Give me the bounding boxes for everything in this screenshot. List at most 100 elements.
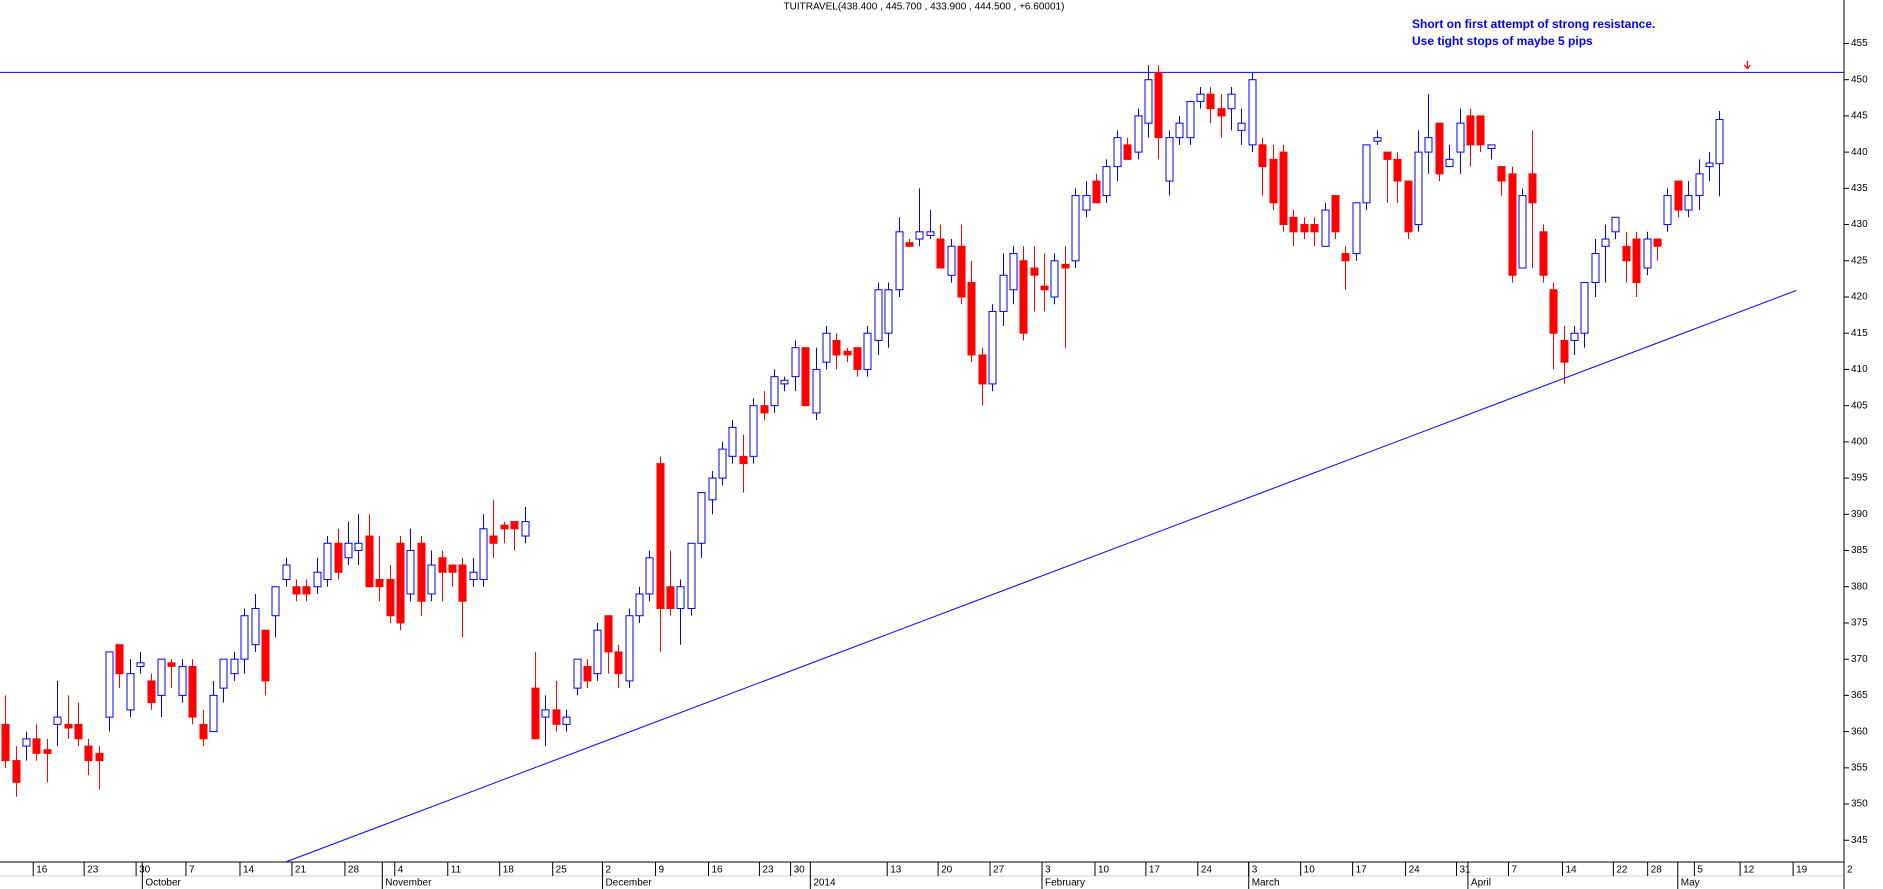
candle-body bbox=[438, 557, 447, 573]
candle-body bbox=[313, 571, 322, 588]
candle-body bbox=[344, 542, 353, 559]
candle-body bbox=[1165, 137, 1174, 182]
y-tick-label: 410 bbox=[1851, 364, 1868, 375]
month-label: 2014 bbox=[813, 878, 836, 889]
y-tick-label: 360 bbox=[1851, 726, 1868, 737]
candle-body bbox=[1196, 93, 1205, 102]
candle-body bbox=[1653, 238, 1662, 247]
x-tick-label: 2 bbox=[1847, 865, 1853, 876]
candle-body bbox=[853, 347, 862, 370]
candle-body bbox=[43, 749, 52, 754]
arrow-marker bbox=[1743, 60, 1751, 70]
x-tick-label: 28 bbox=[348, 865, 360, 876]
x-tick-label: 13 bbox=[890, 865, 902, 876]
candle-body bbox=[957, 245, 966, 298]
candle-body bbox=[199, 723, 208, 740]
candle-body bbox=[115, 644, 124, 675]
y-tick-label: 445 bbox=[1851, 111, 1868, 122]
candle-body bbox=[718, 448, 727, 479]
y-tick-label: 385 bbox=[1851, 545, 1868, 556]
candle-body bbox=[999, 274, 1008, 312]
candle-body bbox=[583, 665, 592, 682]
x-tick-label: 7 bbox=[1511, 865, 1517, 876]
x-tick-label: 3 bbox=[1045, 865, 1051, 876]
y-tick-label: 375 bbox=[1851, 618, 1868, 629]
candle-body bbox=[375, 578, 384, 588]
candle-body bbox=[136, 662, 145, 667]
candle-body bbox=[334, 542, 343, 573]
y-tick-label: 405 bbox=[1851, 400, 1868, 411]
x-tick-label: 11 bbox=[451, 865, 462, 876]
candle-body bbox=[645, 557, 654, 595]
annotation: Short on first attempt of strong resista… bbox=[1412, 17, 1655, 31]
candle-body bbox=[282, 564, 291, 580]
candle-body bbox=[147, 680, 156, 704]
candle-body bbox=[676, 586, 685, 609]
y-tick-label: 440 bbox=[1851, 147, 1868, 158]
candle-body bbox=[947, 245, 956, 276]
candle-body bbox=[1622, 245, 1631, 262]
candle-body bbox=[1248, 79, 1257, 146]
candle-body bbox=[22, 738, 31, 747]
candle-body bbox=[531, 687, 540, 740]
candle-body bbox=[1102, 166, 1111, 197]
candle-body bbox=[1674, 180, 1683, 211]
candle-body bbox=[354, 542, 363, 552]
candle-body bbox=[936, 238, 945, 269]
x-tick-label: 5 bbox=[1697, 865, 1703, 876]
y-tick-label: 370 bbox=[1851, 654, 1868, 665]
month-label: March bbox=[1252, 878, 1280, 889]
x-tick-label: 16 bbox=[712, 865, 724, 876]
candle-body bbox=[780, 379, 789, 385]
candle-body bbox=[1237, 122, 1246, 131]
x-tick-label: 17 bbox=[1356, 865, 1368, 876]
candle-body bbox=[32, 738, 41, 754]
candle-body bbox=[1352, 202, 1361, 255]
x-tick-label: 9 bbox=[659, 865, 665, 876]
candle-body bbox=[1144, 79, 1153, 124]
candle-body bbox=[521, 521, 530, 537]
candle-body bbox=[1009, 253, 1018, 291]
candle-body bbox=[1113, 137, 1122, 168]
candle-body bbox=[1663, 195, 1672, 226]
candle-body bbox=[1476, 115, 1485, 146]
candle-body bbox=[167, 662, 176, 667]
candle-body bbox=[1321, 209, 1330, 247]
x-tick-label: 24 bbox=[1409, 865, 1421, 876]
y-tick-label: 430 bbox=[1851, 219, 1868, 230]
candle-body bbox=[1528, 173, 1537, 204]
y-tick-label: 350 bbox=[1851, 799, 1868, 810]
y-tick-label: 415 bbox=[1851, 328, 1868, 339]
candle-body bbox=[1362, 144, 1371, 204]
candle-body bbox=[126, 673, 135, 711]
candle-body bbox=[1279, 151, 1288, 226]
candle-body bbox=[1258, 144, 1267, 168]
x-tick-label: 19 bbox=[1796, 865, 1808, 876]
candle-body bbox=[1549, 289, 1558, 334]
trend-line bbox=[285, 290, 1797, 863]
candle-body bbox=[396, 542, 405, 624]
candle-body bbox=[1019, 260, 1028, 334]
candle-body bbox=[1393, 158, 1402, 182]
candle-body bbox=[292, 586, 301, 595]
x-tick-label: 28 bbox=[1651, 865, 1663, 876]
candle-body bbox=[1684, 195, 1693, 211]
candle-body bbox=[1560, 339, 1569, 363]
x-tick-label: 10 bbox=[1304, 865, 1316, 876]
candle-body bbox=[1082, 195, 1091, 211]
candle-body bbox=[812, 368, 821, 414]
candle-body bbox=[1601, 238, 1610, 247]
candle-body bbox=[510, 521, 519, 530]
month-label: May bbox=[1681, 878, 1700, 889]
candle-body bbox=[1404, 180, 1413, 233]
candle-body bbox=[895, 231, 904, 291]
month-label: April bbox=[1471, 878, 1491, 889]
candle-body bbox=[84, 745, 93, 762]
candle-body bbox=[593, 629, 602, 675]
candle-body bbox=[874, 289, 883, 341]
candle-body bbox=[157, 658, 166, 696]
candle-body bbox=[988, 310, 997, 385]
x-tick-label: 21 bbox=[295, 865, 307, 876]
candle-body bbox=[406, 550, 415, 595]
y-tick-label: 455 bbox=[1851, 38, 1868, 49]
